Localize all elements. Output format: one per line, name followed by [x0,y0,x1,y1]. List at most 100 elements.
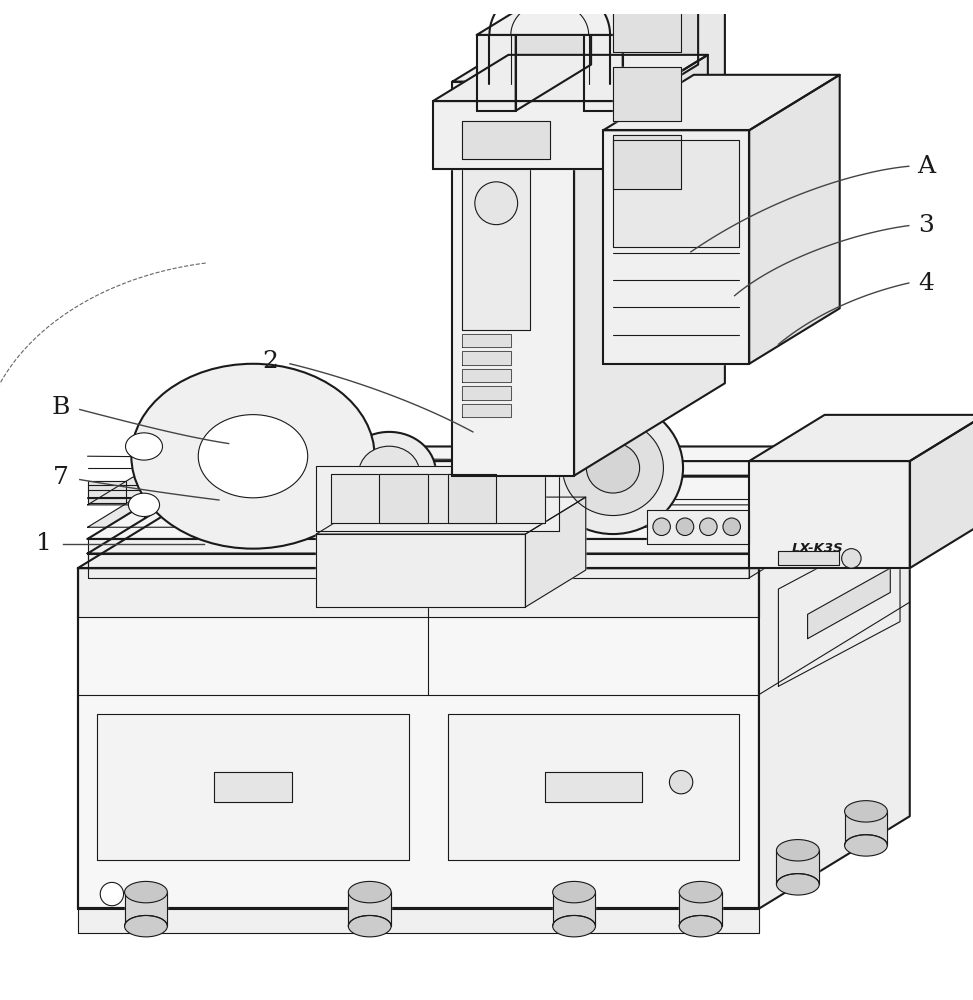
Polygon shape [759,476,910,909]
Circle shape [475,182,518,225]
Polygon shape [125,892,167,926]
Circle shape [871,539,890,558]
Polygon shape [525,497,586,607]
Polygon shape [516,0,592,111]
Ellipse shape [553,881,595,903]
Polygon shape [545,772,642,802]
Polygon shape [910,415,973,568]
Text: 1: 1 [36,532,52,555]
Polygon shape [462,334,511,347]
Polygon shape [452,82,574,476]
Circle shape [669,770,693,794]
Ellipse shape [348,881,391,903]
Ellipse shape [587,443,639,493]
Polygon shape [97,714,409,860]
Polygon shape [749,75,840,364]
Polygon shape [679,892,722,926]
Ellipse shape [146,374,370,539]
Polygon shape [574,0,725,476]
Text: 2: 2 [263,350,278,373]
Polygon shape [229,461,910,476]
Polygon shape [433,101,632,169]
Polygon shape [341,500,552,527]
Polygon shape [477,35,516,111]
Circle shape [723,518,740,536]
Polygon shape [613,135,681,189]
Ellipse shape [131,364,375,549]
Ellipse shape [845,801,887,822]
Ellipse shape [128,493,160,517]
Polygon shape [477,0,699,35]
Circle shape [653,518,670,536]
Polygon shape [749,446,900,568]
Polygon shape [647,510,749,544]
Polygon shape [623,0,699,111]
Ellipse shape [543,402,683,534]
Polygon shape [331,474,545,523]
Polygon shape [316,497,586,534]
Polygon shape [78,476,910,568]
Polygon shape [88,477,795,505]
Polygon shape [88,554,749,578]
Polygon shape [78,568,759,617]
Polygon shape [613,140,739,247]
Polygon shape [749,461,900,578]
Text: LX-K3S: LX-K3S [791,542,844,555]
Circle shape [700,518,717,536]
Polygon shape [845,811,887,845]
Polygon shape [462,386,511,400]
Ellipse shape [776,874,819,895]
Ellipse shape [126,433,162,460]
Ellipse shape [342,432,436,514]
Ellipse shape [679,915,722,937]
Polygon shape [348,892,391,926]
Ellipse shape [128,431,173,462]
Polygon shape [379,474,428,523]
Ellipse shape [776,840,819,861]
Ellipse shape [553,915,595,937]
Polygon shape [316,466,559,531]
Ellipse shape [125,915,167,937]
Polygon shape [448,474,496,523]
Text: 7: 7 [53,466,68,489]
Polygon shape [78,568,759,909]
Polygon shape [776,850,819,884]
Circle shape [842,549,861,568]
Polygon shape [632,55,708,169]
Circle shape [100,882,124,906]
Polygon shape [452,0,725,82]
Polygon shape [553,892,595,926]
Polygon shape [808,568,890,639]
Polygon shape [88,539,749,568]
Polygon shape [88,461,900,554]
Polygon shape [88,446,900,539]
Ellipse shape [562,420,664,516]
Polygon shape [448,714,739,860]
Polygon shape [749,461,910,568]
Polygon shape [462,135,530,330]
Polygon shape [78,907,759,933]
Polygon shape [88,481,126,503]
Ellipse shape [679,881,722,903]
Text: 3: 3 [919,214,934,237]
Text: B: B [52,396,69,419]
Polygon shape [433,55,708,101]
Circle shape [676,518,694,536]
Ellipse shape [359,446,419,499]
Polygon shape [603,130,749,364]
Ellipse shape [202,415,313,498]
Polygon shape [214,772,292,802]
Text: 4: 4 [919,272,934,295]
Polygon shape [613,0,681,52]
Text: A: A [918,155,935,178]
Polygon shape [462,404,511,417]
Polygon shape [778,524,900,686]
Polygon shape [603,75,840,130]
Polygon shape [88,500,795,527]
Polygon shape [462,369,511,382]
Polygon shape [584,35,623,111]
Polygon shape [613,67,681,121]
Polygon shape [749,415,973,461]
Circle shape [136,882,160,906]
Ellipse shape [125,881,167,903]
